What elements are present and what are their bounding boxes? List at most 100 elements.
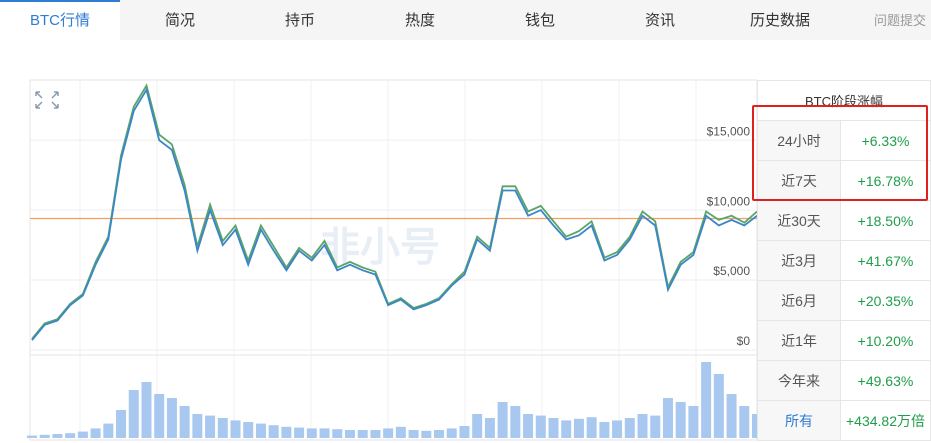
volume-bar [39,434,50,438]
volume-bar [586,417,597,438]
period-change: +10.20% [840,320,931,361]
volume-bar [344,430,355,438]
period-change: +20.35% [840,280,931,321]
volume-bar [726,394,737,438]
volume-bar [561,420,572,438]
y-tick-label: $10,000 [707,194,751,208]
volume-bar [752,414,757,438]
tab[interactable]: 问题提交 [873,13,926,28]
volume-bar [510,406,521,438]
volume-bar [243,422,254,438]
volume-bar [52,434,63,438]
volume-bar [332,429,343,438]
volume-bar [90,428,101,438]
volume-bar [154,394,165,438]
volume-bar [484,418,495,438]
period-label: 近7天 [757,160,841,201]
table-row: 今年来 +49.63% [757,360,931,401]
volume-bar [739,406,750,438]
period-label: 今年来 [757,360,841,401]
volume-bar [205,415,216,438]
tab[interactable]: 钱包 [524,12,555,29]
change-table: BTC阶段涨幅 24小时 +6.33% 近7天 +16.78% 近30天 +18.50% 近3… [757,80,931,441]
volume-bar [383,428,394,438]
volume-bar [548,418,559,438]
volume-bar [281,426,292,438]
volume-bar [116,410,127,438]
volume-bar [472,414,483,438]
volume-bar [688,406,699,438]
volume-bar [357,430,368,438]
volume-bar [523,414,534,438]
volume-bar [713,374,724,438]
volume-bar [599,422,610,438]
tab[interactable]: 简况 [164,12,195,29]
period-label: 近1年 [757,320,841,361]
volume-bar [662,398,673,438]
y-tick-label: $15,000 [707,124,751,138]
volume-bar [446,428,457,438]
volume-bar [370,430,381,438]
volume-bar [675,402,686,438]
tab[interactable]: 热度 [404,12,435,29]
volume-bar [77,431,88,438]
volume-bar [128,390,139,438]
volume-bar [319,428,330,438]
volume-bar [637,414,648,438]
price-line [31,87,757,341]
period-label: 近30天 [757,200,841,241]
volume-bar [573,418,584,438]
chart: 非小号 $0 $5,000 $10,000 $15,000 [27,79,757,441]
price-line [31,83,757,340]
volume-bar [268,425,279,438]
period-change: +16.78% [840,160,931,201]
volume-bar [535,415,546,438]
volume-bar [650,415,661,438]
watermark: 非小号 [320,226,440,270]
table-row: 近1年 +10.20% [757,320,931,361]
volume-bar [103,423,114,438]
tab-bar: BTC行情 简况 持币 热度 钱包 资讯 历史数据 问题提交 [0,0,931,40]
volume-bar [395,426,406,438]
tab[interactable]: BTC行情 [0,0,120,40]
volume-bar [408,430,419,438]
period-change: +434.82万倍 [840,400,931,441]
period-label: 24小时 [757,120,841,161]
volume-bar [459,426,470,438]
tab[interactable]: 历史数据 [749,12,810,29]
volume-bar [179,406,190,438]
volume-bar [294,427,305,438]
period-change: +41.67% [840,240,931,281]
expand-icon[interactable] [35,91,59,109]
volume-bar [166,398,177,438]
volume-bar [612,420,623,438]
period-label: 近6月 [757,280,841,321]
period-label: 近3月 [757,240,841,281]
period-change: +18.50% [840,200,931,241]
table-row: 24小时 +6.33% [757,120,931,161]
volume-bar [27,435,37,438]
table-row: 近30天 +18.50% [757,200,931,241]
period-label: 所有 [757,400,841,441]
volume-bar [306,428,317,438]
volume-bar [192,414,203,438]
volume-bar [255,423,266,438]
tab[interactable]: 资讯 [644,12,675,29]
highlight-box [752,105,928,201]
volume-bar [624,418,635,438]
volume-bar [434,430,445,438]
volume-bar [217,418,228,438]
table-row: 近7天 +16.78% [757,160,931,201]
tab[interactable]: 持币 [284,12,315,29]
table-row: 所有 +434.82万倍 [757,400,931,441]
volume-bar [497,402,508,438]
y-tick-label: $0 [737,334,751,348]
period-change: +49.63% [840,360,931,401]
volume-bar [701,362,712,438]
table-row: 近3月 +41.67% [757,240,931,281]
volume-bar [65,433,76,438]
volume-bar [230,420,241,438]
volume-bar [141,382,152,438]
table-row: 近6月 +20.35% [757,280,931,321]
